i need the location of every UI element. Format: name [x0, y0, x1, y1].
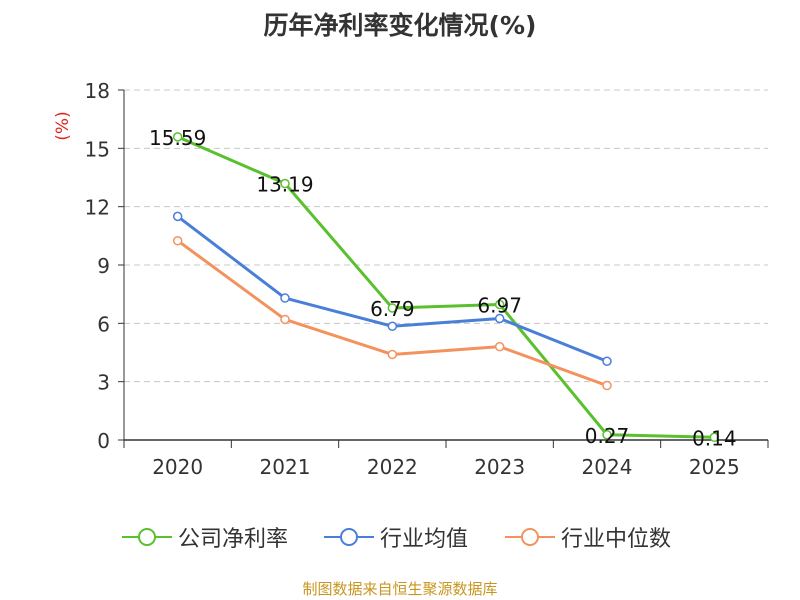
- y-tick-label: 3: [97, 371, 110, 395]
- x-tick-label: 2022: [367, 455, 418, 479]
- x-tick-label: 2020: [152, 455, 203, 479]
- data-point: [387, 303, 398, 313]
- data-point: [709, 432, 720, 443]
- legend-industry-median[interactable]: 行业中位数: [505, 522, 671, 552]
- data-point: [602, 430, 612, 440]
- data-labels: 15.59 13.19 6.79 6.97 0.27 0.14: [149, 126, 737, 450]
- legend-label: 公司净利率: [178, 527, 289, 552]
- data-point: [387, 321, 398, 331]
- x-tick-label: 2023: [474, 455, 525, 479]
- data-point: [172, 132, 183, 142]
- chart-title: 历年净利率变化情况(%): [263, 11, 537, 40]
- data-label: 13.19: [256, 173, 313, 197]
- y-tick-label: 9: [97, 254, 110, 278]
- data-label: 6.97: [477, 293, 522, 317]
- series-line-0: [177, 135, 715, 439]
- data-point: [494, 313, 505, 324]
- y-tick-label: 15: [85, 137, 110, 161]
- data-point: [172, 235, 183, 246]
- x-tick-label: 2024: [582, 455, 633, 479]
- source-note: 制图数据来自恒生聚源数据库: [302, 580, 498, 598]
- data-point: [172, 211, 183, 222]
- legend-company-net-margin[interactable]: 公司净利率: [122, 522, 288, 552]
- data-point: [494, 341, 505, 352]
- data-point: [602, 380, 612, 391]
- data-label: 0.14: [692, 426, 737, 450]
- data-label: 0.27: [585, 424, 630, 448]
- data-label: 15.59: [149, 126, 206, 150]
- legend-label: 行业均值: [380, 527, 469, 552]
- data-point: [280, 314, 290, 325]
- grid-lines: [124, 89, 768, 383]
- x-tick-label: 2025: [689, 455, 740, 479]
- y-tick-label: 12: [85, 196, 110, 220]
- y-axis-title: (%): [53, 111, 73, 140]
- legend-swatch-blue: [324, 528, 374, 546]
- x-tick-label: 2021: [260, 455, 311, 479]
- data-point: [387, 349, 398, 360]
- legend-swatch-orange: [505, 528, 555, 546]
- axes: 0 3 6 9 12 15 18 2020 2021 2022 2023 2024 2025: [85, 79, 769, 479]
- y-tick-label: 18: [85, 79, 110, 103]
- series: [172, 132, 720, 443]
- data-label: 6.79: [370, 297, 415, 321]
- data-point: [602, 356, 612, 366]
- y-tick-label: 0: [97, 429, 110, 453]
- data-point: [280, 293, 290, 303]
- y-tick-label: 6: [97, 312, 110, 336]
- legend-label: 行业中位数: [561, 527, 672, 552]
- data-point: [494, 299, 505, 310]
- legend-industry-average[interactable]: 行业均值: [324, 522, 468, 552]
- data-point: [280, 178, 290, 189]
- legend-swatch-green: [122, 528, 172, 546]
